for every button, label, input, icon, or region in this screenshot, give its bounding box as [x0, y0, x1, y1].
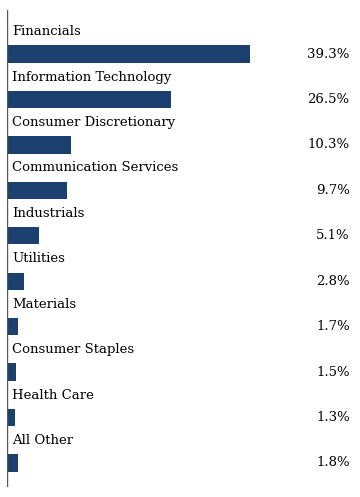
- Text: Health Care: Health Care: [12, 389, 94, 402]
- Text: Consumer Staples: Consumer Staples: [12, 343, 134, 356]
- Text: 5.1%: 5.1%: [316, 229, 350, 242]
- Text: Financials: Financials: [12, 25, 81, 38]
- Text: 1.8%: 1.8%: [316, 456, 350, 470]
- Text: 9.7%: 9.7%: [316, 184, 350, 197]
- Text: 1.3%: 1.3%: [316, 411, 350, 424]
- Bar: [7, 45, 250, 63]
- Text: Utilities: Utilities: [12, 252, 65, 265]
- Text: Information Technology: Information Technology: [12, 71, 171, 83]
- Text: Communication Services: Communication Services: [12, 162, 179, 174]
- Text: 2.8%: 2.8%: [316, 275, 350, 288]
- Bar: [7, 454, 18, 472]
- Bar: [7, 363, 17, 381]
- Bar: [7, 272, 24, 290]
- Text: 1.7%: 1.7%: [316, 320, 350, 333]
- Bar: [7, 182, 67, 199]
- Text: 1.5%: 1.5%: [316, 366, 350, 379]
- Text: Consumer Discretionary: Consumer Discretionary: [12, 116, 175, 129]
- Text: 10.3%: 10.3%: [307, 138, 350, 152]
- Bar: [7, 91, 171, 108]
- Text: 39.3%: 39.3%: [307, 48, 350, 61]
- Text: Materials: Materials: [12, 298, 76, 311]
- Bar: [7, 409, 15, 426]
- Bar: [7, 136, 71, 154]
- Text: 26.5%: 26.5%: [307, 93, 350, 106]
- Text: Industrials: Industrials: [12, 207, 85, 220]
- Text: All Other: All Other: [12, 434, 73, 447]
- Bar: [7, 318, 18, 335]
- Bar: [7, 227, 39, 245]
